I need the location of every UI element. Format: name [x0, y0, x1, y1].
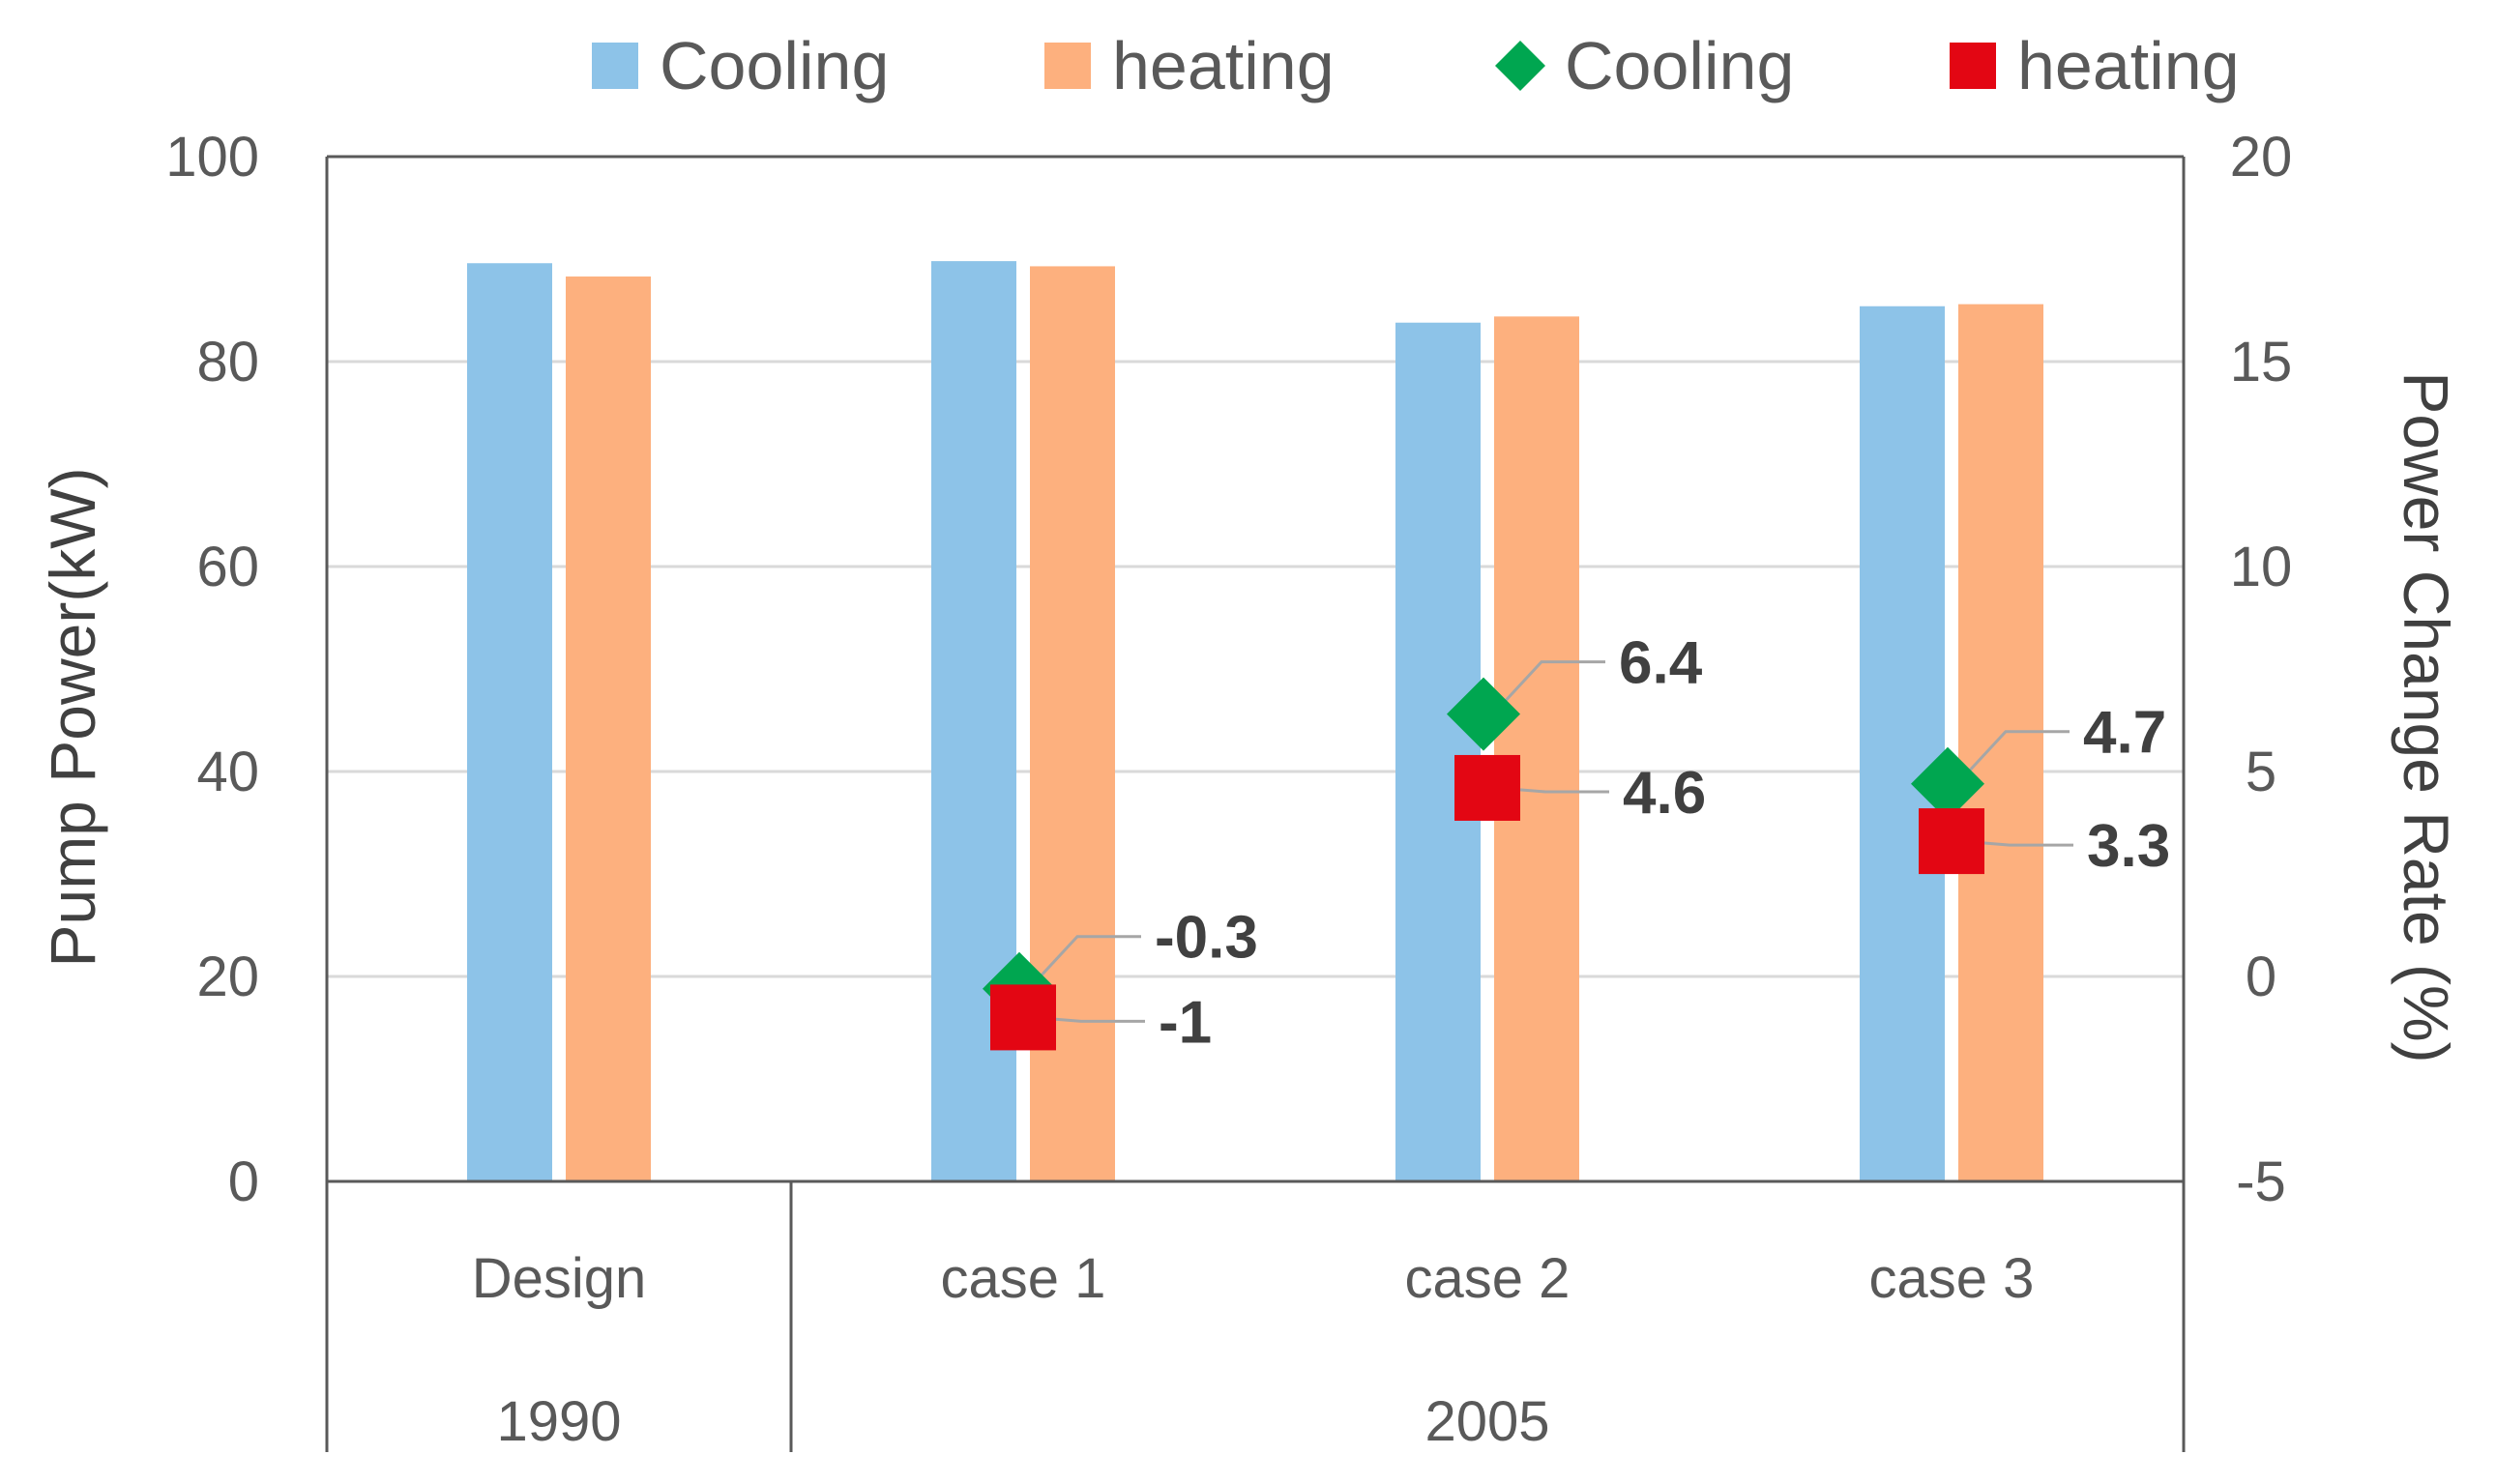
y-tick-label: 20: [196, 946, 259, 1008]
label-leader-line: [1027, 935, 1141, 990]
plot-frame: [325, 155, 2186, 1452]
legend-item-2: Cooling: [1495, 28, 1794, 103]
x-category-label: case 1: [941, 1247, 1106, 1310]
y2-tick-label: 15: [2230, 331, 2293, 393]
legend-swatch: [1495, 41, 1545, 91]
marker-cooling-change-case-2: [1447, 677, 1520, 751]
y2-tick-label: 20: [2230, 126, 2293, 189]
bar-cooling-case-2: [1395, 322, 1481, 1182]
data-label: 4.6: [1623, 760, 1706, 827]
legend-item-1: heating: [1044, 28, 1335, 103]
marker-cooling-change-case-3: [1911, 746, 1984, 821]
data-label: -0.3: [1155, 905, 1258, 972]
y-tick-label: 60: [196, 536, 259, 598]
y-tick-label: 40: [196, 741, 259, 803]
y-tick-label: 100: [165, 126, 259, 189]
legend-swatch: [592, 43, 638, 89]
data-label: 6.4: [1619, 630, 1703, 697]
legend-item-0: Cooling: [592, 28, 889, 103]
bar-cooling-design: [467, 263, 552, 1181]
y-axis-title: Pump Power(kW): [37, 467, 108, 967]
markers: [983, 677, 1984, 1051]
bar-heating-design: [566, 276, 651, 1181]
y2-tick-label: 5: [2246, 741, 2276, 803]
x-category-label: case 3: [1869, 1247, 2035, 1310]
marker-heating-change-case-2: [1454, 754, 1520, 821]
bar-heating-case-2: [1494, 316, 1579, 1181]
legend-item-3: heating: [1950, 28, 2240, 103]
y-tick-label: 80: [196, 331, 259, 393]
data-labels: -0.3 6.4 4.7 -1 4.6 3.3: [1155, 630, 2170, 1057]
bar-cooling-case-3: [1860, 306, 1945, 1181]
data-label: 4.7: [2083, 700, 2166, 767]
legend-swatch: [1044, 43, 1091, 89]
axes: 0 20 40 60 80 100 -5 0 5 10 15 20 Design case 1 case 2…: [165, 126, 2292, 1453]
x-group-label: 1990: [496, 1390, 621, 1453]
y2-axis-title: Power Change Rate (%): [2391, 371, 2462, 1062]
x-category-label: Design: [472, 1247, 647, 1310]
legend: Cooling heating Cooling heating: [592, 28, 2240, 103]
legend-label: heating: [1112, 28, 1335, 103]
marker-heating-change-case-3: [1919, 808, 1984, 875]
legend-label: heating: [2017, 28, 2240, 103]
label-leader-line: [1955, 730, 2070, 785]
x-group-label: 2005: [1424, 1390, 1549, 1453]
legend-swatch: [1950, 43, 1996, 89]
data-label: -1: [1159, 989, 1212, 1056]
legend-label: Cooling: [1565, 28, 1794, 103]
y2-tick-label: 0: [2246, 946, 2276, 1008]
y2-tick-label: 10: [2230, 536, 2293, 598]
bars: [467, 261, 2043, 1182]
label-leader-line: [1491, 660, 1605, 715]
legend-label: Cooling: [660, 28, 889, 103]
y-tick-label: 0: [228, 1150, 259, 1213]
y2-tick-label: -5: [2236, 1150, 2286, 1213]
bar-heating-case-3: [1958, 304, 2043, 1181]
marker-heating-change-case-1: [990, 984, 1056, 1051]
x-category-label: case 2: [1405, 1247, 1571, 1310]
data-label: 3.3: [2087, 813, 2170, 880]
